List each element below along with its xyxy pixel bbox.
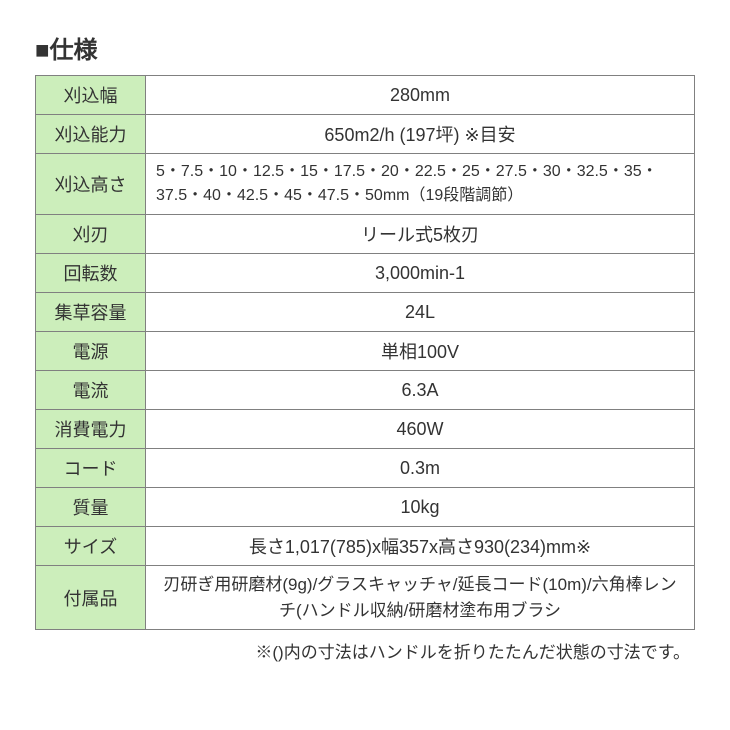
spec-label: 刈込幅 [36,76,146,115]
table-row: 消費電力460W [36,410,695,449]
spec-value: 10kg [146,488,695,527]
table-row: 付属品刃研ぎ用研磨材(9g)/グラスキャッチャ/延長コード(10m)/六角棒レン… [36,566,695,630]
table-row: 電源単相100V [36,332,695,371]
spec-label: 付属品 [36,566,146,630]
spec-label: 質量 [36,488,146,527]
spec-label: 電流 [36,371,146,410]
table-row: サイズ長さ1,017(785)x幅357x高さ930(234)mm※ [36,527,695,566]
spec-label: 刈込能力 [36,115,146,154]
spec-label: コード [36,449,146,488]
table-row: 刈込高さ5・7.5・10・12.5・15・17.5・20・22.5・25・27.… [36,154,695,215]
spec-value: 刃研ぎ用研磨材(9g)/グラスキャッチャ/延長コード(10m)/六角棒レンチ(ハ… [146,566,695,630]
spec-value: 650m2/h (197坪) ※目安 [146,115,695,154]
spec-value: 24L [146,293,695,332]
table-row: 回転数3,000min-1 [36,254,695,293]
spec-label: 刈刃 [36,215,146,254]
table-row: コード0.3m [36,449,695,488]
spec-label: 回転数 [36,254,146,293]
spec-label: サイズ [36,527,146,566]
spec-value: リール式5枚刃 [146,215,695,254]
spec-value: 460W [146,410,695,449]
spec-label: 電源 [36,332,146,371]
table-row: 刈込幅280mm [36,76,695,115]
table-row: 質量10kg [36,488,695,527]
spec-value: 5・7.5・10・12.5・15・17.5・20・22.5・25・27.5・30… [146,154,695,215]
spec-label: 消費電力 [36,410,146,449]
spec-label: 集草容量 [36,293,146,332]
spec-value: 長さ1,017(785)x幅357x高さ930(234)mm※ [146,527,695,566]
table-row: 電流6.3A [36,371,695,410]
spec-value: 単相100V [146,332,695,371]
footnote: ※()内の寸法はハンドルを折りたたんだ状態の寸法です。 [35,638,695,663]
table-row: 集草容量24L [36,293,695,332]
spec-label: 刈込高さ [36,154,146,215]
spec-value: 0.3m [146,449,695,488]
table-row: 刈込能力650m2/h (197坪) ※目安 [36,115,695,154]
spec-value: 3,000min-1 [146,254,695,293]
section-title: ■仕様 [35,30,695,65]
spec-value: 280mm [146,76,695,115]
spec-table: 刈込幅280mm刈込能力650m2/h (197坪) ※目安刈込高さ5・7.5・… [35,75,695,630]
table-row: 刈刃リール式5枚刃 [36,215,695,254]
spec-table-body: 刈込幅280mm刈込能力650m2/h (197坪) ※目安刈込高さ5・7.5・… [36,76,695,630]
spec-value: 6.3A [146,371,695,410]
